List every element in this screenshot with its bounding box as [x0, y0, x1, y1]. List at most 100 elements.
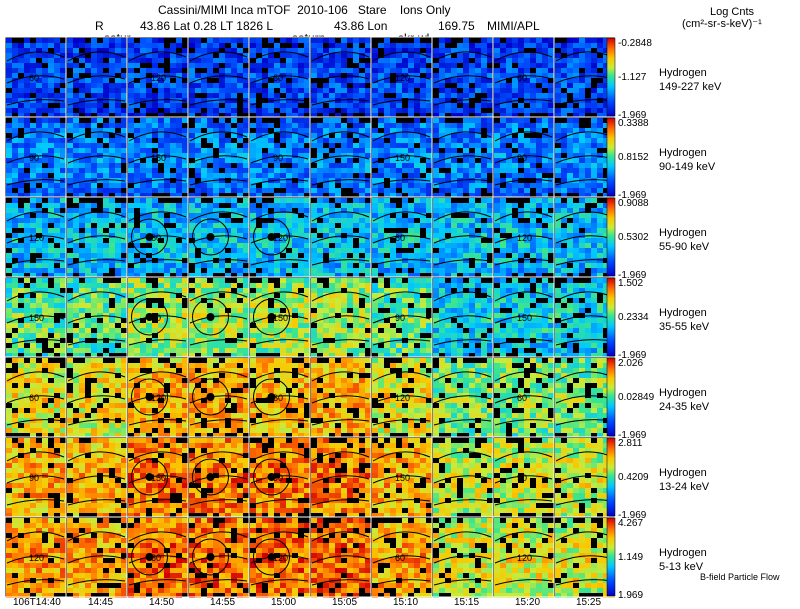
heatmap-cell	[91, 138, 97, 143]
heatmap-cell	[280, 118, 286, 123]
heatmap-cell	[457, 123, 463, 128]
heatmap-cell	[18, 283, 24, 288]
heatmap-cell	[591, 68, 597, 73]
heatmap-cell	[561, 203, 567, 208]
heatmap-cell	[152, 128, 158, 133]
heatmap-cell	[323, 83, 329, 88]
heatmap-cell	[548, 138, 554, 143]
heatmap-cell	[280, 193, 286, 198]
heatmap-cell	[439, 223, 445, 228]
heatmap-cell	[121, 93, 127, 98]
heatmap-cell	[250, 293, 256, 298]
heatmap-cell	[311, 333, 317, 338]
heatmap-cell	[469, 223, 475, 228]
heatmap-cell	[451, 273, 457, 278]
contour-line	[250, 99, 309, 106]
heatmap-cell	[67, 273, 73, 278]
heatmap-cell	[311, 93, 317, 98]
heatmap-cell	[463, 43, 469, 48]
heatmap-cell	[597, 233, 603, 238]
contour-line	[494, 75, 553, 84]
contour-line	[250, 291, 309, 302]
heatmap-cell	[91, 233, 97, 238]
heatmap-cell	[280, 128, 286, 133]
heatmap-cell	[445, 88, 451, 93]
heatmap-cell	[390, 183, 396, 188]
heatmap-cell	[146, 333, 152, 338]
heatmap-cell	[353, 108, 359, 113]
heatmap-cell	[219, 323, 225, 328]
units-label: Log Cnts	[710, 6, 755, 18]
heatmap-cell	[518, 173, 524, 178]
heatmap-cell	[243, 318, 249, 323]
heatmap-cell	[597, 48, 603, 53]
heatmap-cell	[329, 128, 335, 133]
heatmap-cell	[121, 208, 127, 213]
heatmap-cell	[396, 108, 402, 113]
heatmap-cell	[73, 228, 79, 233]
heatmap-cell	[146, 58, 152, 63]
heatmap-cell	[451, 243, 457, 248]
heatmap-cell	[530, 263, 536, 268]
heatmap-cell	[475, 53, 481, 58]
heatmap-cell	[292, 163, 298, 168]
heatmap-cell	[134, 148, 140, 153]
heatmap-cell	[146, 348, 152, 353]
heatmap-cell	[109, 208, 115, 213]
heatmap-cell	[201, 98, 207, 103]
heatmap-cell	[30, 303, 36, 308]
heatmap-cell	[85, 273, 91, 278]
heatmap-cell	[463, 263, 469, 268]
heatmap-cell	[18, 243, 24, 248]
heatmap-cell	[219, 218, 225, 223]
heatmap-cell	[597, 263, 603, 268]
heatmap-cell	[347, 168, 353, 173]
heatmap-cell	[463, 203, 469, 208]
heatmap-cell	[439, 133, 445, 138]
heatmap-cell	[42, 38, 48, 43]
heatmap-cell	[317, 288, 323, 293]
heatmap-cell	[201, 213, 207, 218]
heatmap-cell	[134, 273, 140, 278]
heatmap-cell	[335, 73, 341, 78]
heatmap-cell	[48, 338, 54, 343]
heatmap-cell	[414, 123, 420, 128]
heatmap-cell	[567, 228, 573, 233]
heatmap-cell	[91, 63, 97, 68]
heatmap-cell	[451, 188, 457, 193]
heatmap-cell	[213, 93, 219, 98]
heatmap-cell	[207, 68, 213, 73]
heatmap-cell	[97, 93, 103, 98]
heatmap-cell	[341, 268, 347, 273]
heatmap-cell	[18, 273, 24, 278]
heatmap-cell	[109, 263, 115, 268]
heatmap-cell	[457, 128, 463, 133]
heatmap-cell	[158, 343, 164, 348]
heatmap-cell	[445, 108, 451, 113]
heatmap-cell	[30, 323, 36, 328]
heatmap-cell	[79, 168, 85, 173]
heatmap-cell	[524, 43, 530, 48]
heatmap-cell	[256, 68, 262, 73]
heatmap-cell	[97, 258, 103, 263]
heatmap-cell	[542, 63, 548, 68]
heatmap-cell	[109, 68, 115, 73]
heatmap-cell	[243, 218, 249, 223]
heatmap-cell	[42, 218, 48, 223]
heatmap-cell	[494, 263, 500, 268]
heatmap-cell	[451, 233, 457, 238]
heatmap-cell	[91, 43, 97, 48]
heatmap-cell	[67, 303, 73, 308]
heatmap-cell	[237, 123, 243, 128]
heatmap-cell	[591, 158, 597, 163]
contour-line	[250, 315, 309, 324]
heatmap-cell	[121, 108, 127, 113]
heatmap-cell	[60, 138, 66, 143]
heatmap-cell	[359, 218, 365, 223]
heatmap-cell	[243, 223, 249, 228]
heatmap-cell	[341, 83, 347, 88]
heatmap-cell	[420, 43, 426, 48]
heatmap-cell	[134, 153, 140, 158]
heatmap-cell	[567, 143, 573, 148]
heatmap-cell	[12, 203, 18, 208]
